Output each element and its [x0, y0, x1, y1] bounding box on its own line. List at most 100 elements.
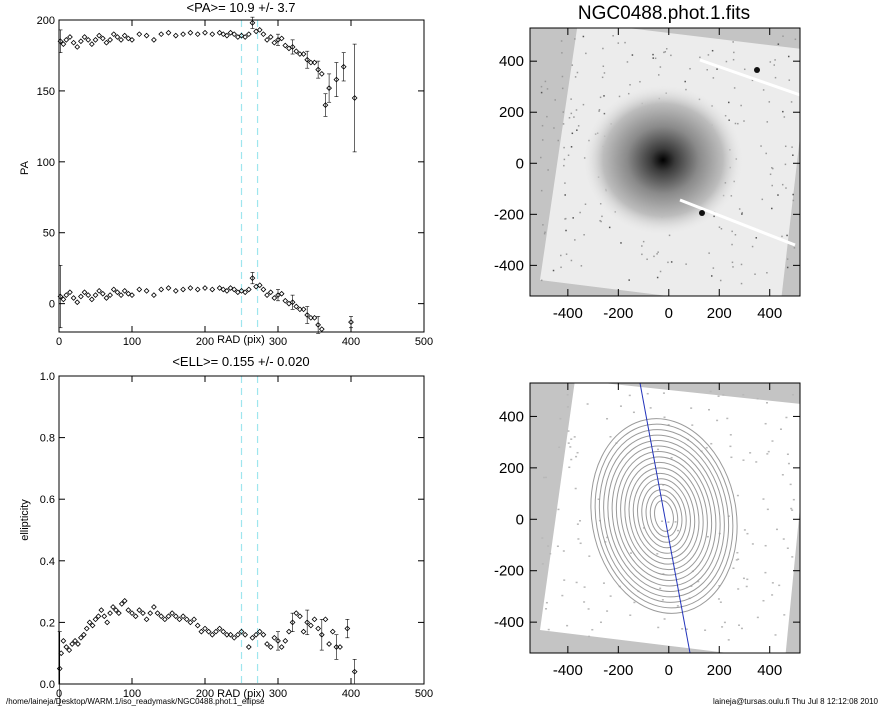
background-noise [737, 588, 740, 590]
background-noise [699, 56, 701, 59]
background-noise [742, 394, 745, 396]
data-point [103, 39, 110, 46]
background-noise [612, 35, 614, 37]
background-noise [756, 616, 759, 619]
background-noise [567, 442, 570, 444]
data-point [216, 29, 223, 36]
background-noise [641, 245, 643, 247]
data-point [231, 31, 238, 38]
background-noise [646, 392, 649, 395]
data-point [129, 36, 135, 43]
background-noise [577, 125, 580, 127]
background-noise [708, 408, 711, 411]
data-point [289, 299, 296, 306]
background-noise [767, 450, 770, 453]
background-noise [633, 601, 636, 604]
data-point [297, 306, 303, 313]
background-noise [777, 43, 780, 45]
data-point [92, 36, 99, 43]
data-point [260, 631, 267, 638]
background-noise [793, 247, 796, 249]
background-noise [731, 261, 734, 264]
background-noise [573, 116, 575, 118]
background-noise [740, 627, 743, 630]
data-point [92, 616, 99, 623]
x-tick-label: 0 [56, 688, 62, 700]
data-point [278, 644, 285, 650]
data-point [315, 322, 322, 328]
data-point [202, 285, 208, 291]
data-point [67, 34, 73, 40]
background-noise [657, 74, 660, 76]
background-noise [574, 239, 576, 241]
background-noise [674, 521, 677, 523]
background-noise [771, 167, 773, 169]
background-noise [685, 263, 687, 265]
background-noise [676, 605, 679, 607]
background-noise [727, 101, 730, 104]
background-noise [766, 271, 768, 274]
background-noise [662, 392, 665, 394]
background-noise [567, 154, 570, 157]
data-point [271, 295, 278, 301]
y-tick-label: 200 [499, 460, 524, 477]
background-noise [547, 545, 550, 547]
data-point [104, 619, 111, 626]
background-noise [597, 498, 600, 501]
background-noise [545, 608, 548, 610]
background-noise [624, 41, 626, 44]
background-noise [557, 508, 560, 511]
data-point [267, 289, 274, 296]
data-point [326, 641, 332, 647]
data-point [293, 303, 300, 310]
background-noise [786, 234, 788, 237]
x-tick-label: -200 [603, 662, 633, 679]
background-noise [579, 520, 582, 522]
background-noise [570, 458, 573, 461]
background-noise [781, 474, 784, 476]
background-noise [792, 498, 795, 501]
background-noise [547, 169, 549, 171]
background-noise [652, 53, 654, 56]
background-noise [742, 577, 745, 580]
background-noise [708, 252, 710, 254]
data-point [220, 31, 227, 38]
data-point [67, 289, 73, 296]
background-noise [560, 40, 563, 42]
x-tick-label: 200 [707, 305, 732, 322]
data-point [227, 631, 234, 638]
background-noise [766, 121, 769, 123]
background-noise [657, 251, 659, 253]
background-noise [602, 65, 605, 68]
background-noise [736, 494, 739, 497]
data-point [318, 71, 325, 77]
data-point [311, 314, 318, 321]
background-noise [587, 608, 590, 610]
background-noise [606, 417, 609, 420]
background-noise [731, 243, 733, 246]
data-point [194, 622, 201, 629]
data-point [253, 631, 259, 638]
x-tick-label: 300 [269, 688, 287, 700]
background-noise [562, 550, 565, 552]
background-noise [560, 254, 562, 257]
data-point [88, 296, 95, 303]
background-noise [558, 446, 561, 449]
data-point [169, 610, 176, 617]
background-noise [794, 38, 797, 41]
data-point [202, 625, 208, 632]
data-point [238, 628, 245, 635]
data-point [242, 631, 249, 638]
pa-y-axis-label: PA [19, 160, 31, 175]
data-point [88, 41, 95, 47]
data-point [326, 85, 332, 91]
background-noise [663, 618, 666, 620]
data-point [118, 36, 124, 43]
background-noise [684, 80, 686, 83]
background-noise [689, 67, 691, 70]
data-point [267, 34, 274, 40]
data-point [121, 288, 128, 294]
background-noise [573, 436, 576, 438]
background-noise [685, 628, 688, 630]
background-noise [566, 406, 569, 408]
